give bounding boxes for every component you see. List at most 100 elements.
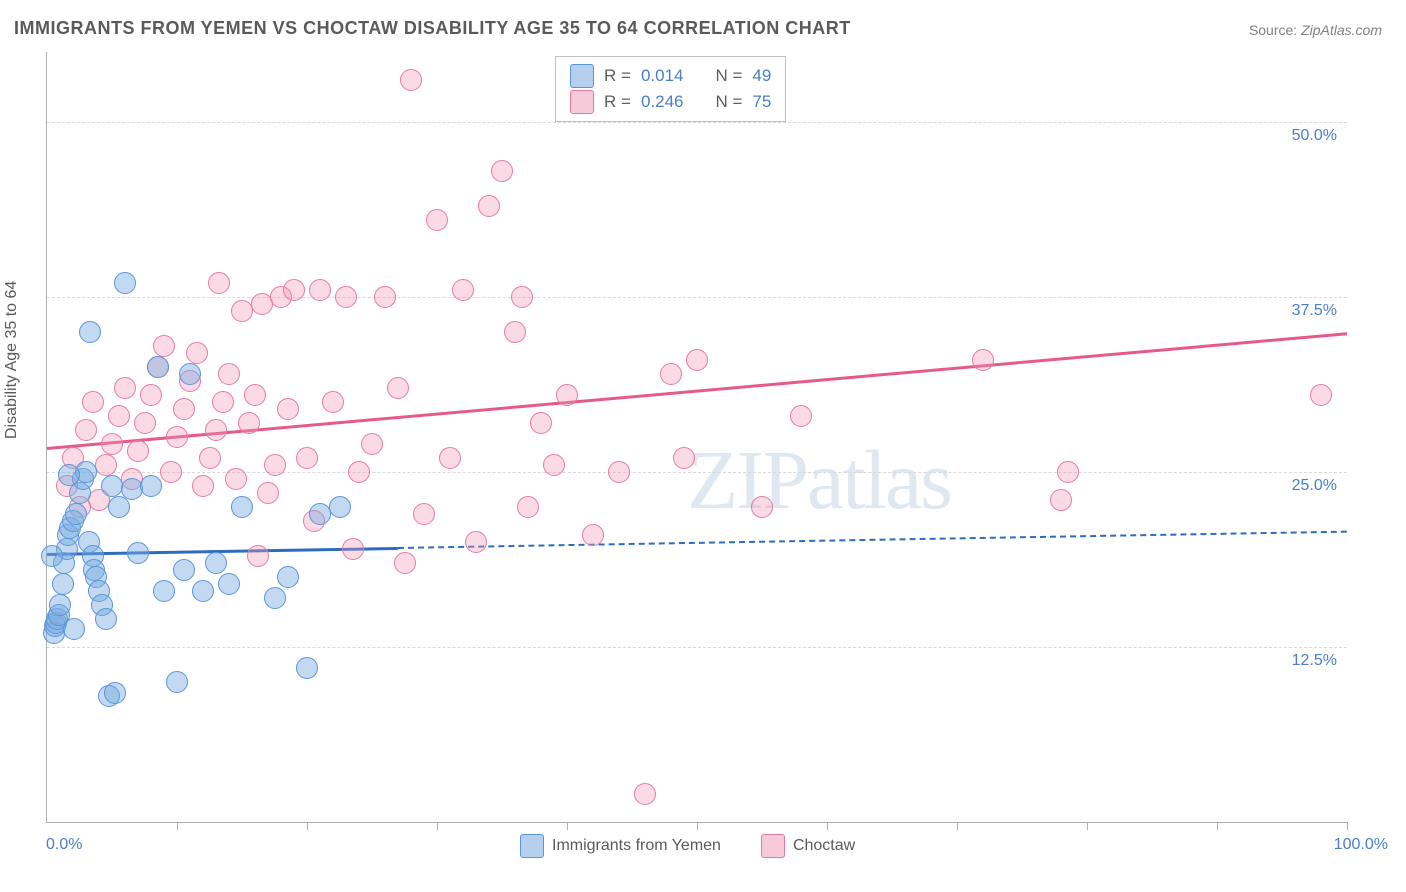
scatter-point-pink <box>556 384 578 406</box>
scatter-point-pink <box>192 475 214 497</box>
scatter-point-pink <box>348 461 370 483</box>
legend-item-pink: Choctaw <box>761 834 855 858</box>
scatter-point-pink <box>257 482 279 504</box>
scatter-point-pink <box>660 363 682 385</box>
scatter-point-pink <box>140 384 162 406</box>
x-tick <box>957 822 958 830</box>
scatter-point-pink <box>465 531 487 553</box>
scatter-point-pink <box>186 342 208 364</box>
scatter-point-pink <box>322 391 344 413</box>
x-tick <box>307 822 308 830</box>
scatter-point-pink <box>153 335 175 357</box>
x-tick <box>1217 822 1218 830</box>
scatter-point-pink <box>160 461 182 483</box>
scatter-point-blue <box>173 559 195 581</box>
scatter-point-pink <box>530 412 552 434</box>
x-tick <box>1347 822 1348 830</box>
scatter-point-pink <box>277 398 299 420</box>
x-axis-min-label: 0.0% <box>46 836 82 854</box>
legend-series: Immigrants from Yemen Choctaw <box>520 834 855 858</box>
scatter-point-pink <box>608 461 630 483</box>
scatter-point-pink <box>205 419 227 441</box>
scatter-point-blue <box>192 580 214 602</box>
scatter-point-pink <box>225 468 247 490</box>
scatter-point-pink <box>134 412 156 434</box>
grid-line <box>47 297 1347 298</box>
scatter-point-blue <box>205 552 227 574</box>
scatter-point-blue <box>41 545 63 567</box>
legend-row-blue: R = 0.014 N = 49 <box>570 63 771 89</box>
x-tick <box>177 822 178 830</box>
scatter-point-pink <box>543 454 565 476</box>
scatter-point-pink <box>673 447 695 469</box>
legend-n-label: N = <box>715 66 742 86</box>
legend-n-label: N = <box>715 92 742 112</box>
scatter-point-pink <box>335 286 357 308</box>
x-tick <box>567 822 568 830</box>
scatter-point-pink <box>582 524 604 546</box>
scatter-point-pink <box>247 545 269 567</box>
legend-r-label: R = <box>604 92 631 112</box>
legend-row-pink: R = 0.246 N = 75 <box>570 89 771 115</box>
scatter-point-pink <box>342 538 364 560</box>
scatter-point-pink <box>452 279 474 301</box>
scatter-point-pink <box>511 286 533 308</box>
scatter-point-blue <box>296 657 318 679</box>
y-tick-label: 12.5% <box>1292 652 1337 670</box>
x-tick <box>697 822 698 830</box>
legend-r-value-pink: 0.246 <box>641 92 684 112</box>
scatter-point-blue <box>79 321 101 343</box>
scatter-point-pink <box>1310 384 1332 406</box>
scatter-point-pink <box>439 447 461 469</box>
scatter-point-blue <box>58 464 80 486</box>
scatter-point-pink <box>264 454 286 476</box>
scatter-point-pink <box>114 377 136 399</box>
scatter-point-pink <box>1057 461 1079 483</box>
scatter-point-blue <box>121 478 143 500</box>
trend-line <box>398 531 1347 549</box>
chart-title: IMMIGRANTS FROM YEMEN VS CHOCTAW DISABIL… <box>14 18 851 39</box>
scatter-point-pink <box>686 349 708 371</box>
scatter-point-blue <box>104 682 126 704</box>
scatter-point-pink <box>218 363 240 385</box>
scatter-point-pink <box>478 195 500 217</box>
watermark-zip: ZIP <box>687 434 807 527</box>
x-tick <box>437 822 438 830</box>
scatter-point-pink <box>75 419 97 441</box>
scatter-point-blue <box>147 356 169 378</box>
scatter-point-pink <box>491 160 513 182</box>
scatter-point-pink <box>1050 489 1072 511</box>
y-axis-title: Disability Age 35 to 64 <box>3 281 21 439</box>
scatter-point-blue <box>277 566 299 588</box>
legend-swatch-blue <box>520 834 544 858</box>
scatter-point-pink <box>166 426 188 448</box>
scatter-point-pink <box>127 440 149 462</box>
watermark-atlas: atlas <box>807 434 951 527</box>
scatter-point-pink <box>309 279 331 301</box>
scatter-point-pink <box>413 503 435 525</box>
scatter-point-pink <box>517 496 539 518</box>
source-value: ZipAtlas.com <box>1301 22 1382 38</box>
x-tick <box>827 822 828 830</box>
scatter-point-pink <box>82 391 104 413</box>
scatter-point-blue <box>329 496 351 518</box>
grid-line <box>47 122 1347 123</box>
scatter-point-pink <box>212 391 234 413</box>
scatter-point-blue <box>179 363 201 385</box>
scatter-point-blue <box>140 475 162 497</box>
scatter-point-pink <box>173 398 195 420</box>
scatter-point-pink <box>387 377 409 399</box>
y-tick-label: 25.0% <box>1292 477 1337 495</box>
scatter-point-blue <box>114 272 136 294</box>
legend-label-blue: Immigrants from Yemen <box>552 837 721 855</box>
y-tick-label: 37.5% <box>1292 302 1337 320</box>
legend-r-value-blue: 0.014 <box>641 66 684 86</box>
scatter-point-pink <box>101 433 123 455</box>
scatter-point-pink <box>426 209 448 231</box>
scatter-point-blue <box>65 503 87 525</box>
scatter-point-pink <box>394 552 416 574</box>
scatter-point-blue <box>166 671 188 693</box>
scatter-point-blue <box>108 496 130 518</box>
legend-n-value-pink: 75 <box>752 92 771 112</box>
x-tick <box>1087 822 1088 830</box>
